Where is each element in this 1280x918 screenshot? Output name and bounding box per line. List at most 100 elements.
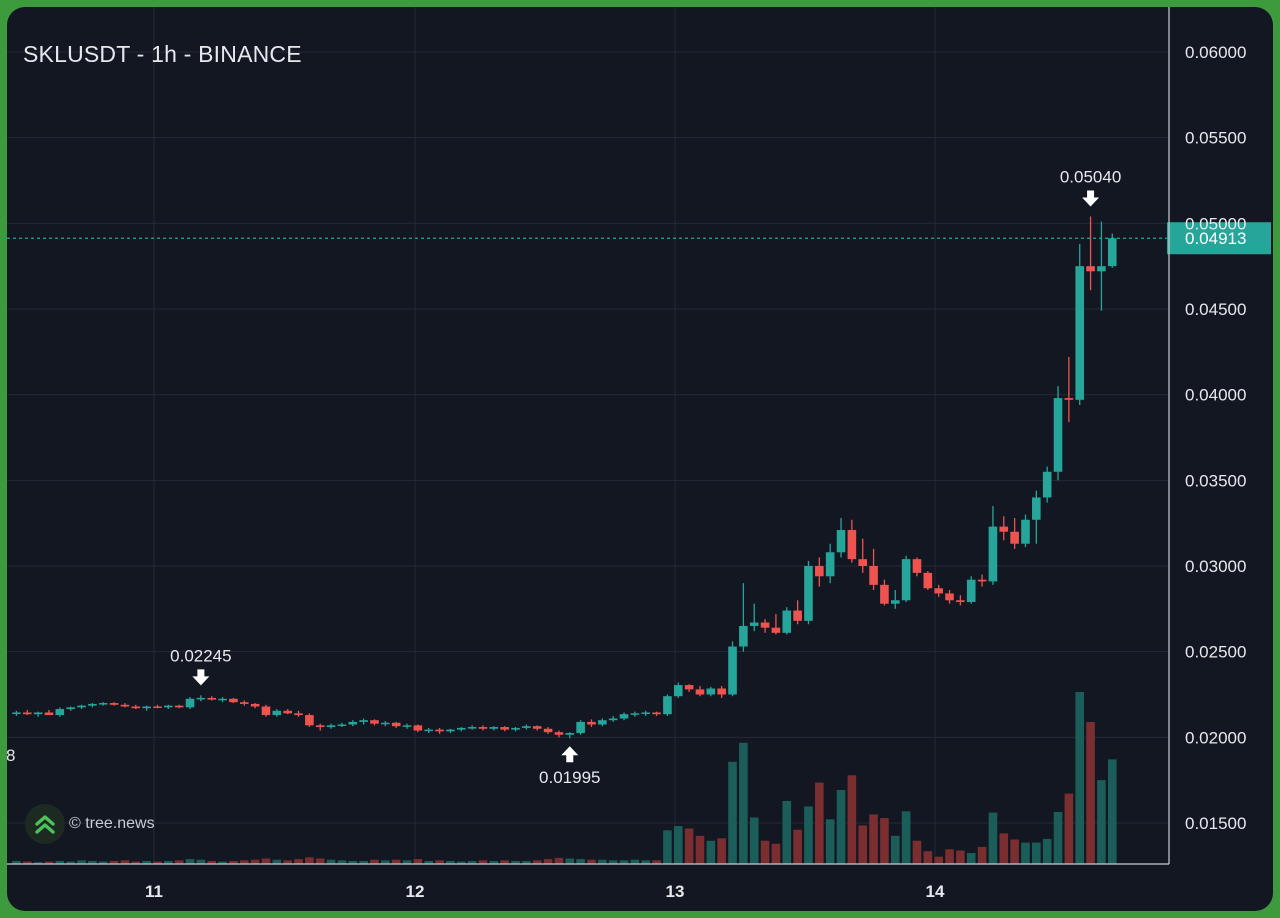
candle-body [999,526,1009,532]
volume-bar [836,789,846,864]
candle-body [500,727,509,730]
volume-bar [435,860,444,864]
volume-bar [923,851,933,864]
volume-bar [44,861,54,864]
volume-bar [630,859,640,864]
volume-bar [619,860,629,864]
candle-body [77,705,86,708]
y-tick-label: 0.02000 [1185,728,1246,747]
last-price-tag [1167,222,1271,255]
candle-body [869,566,878,585]
volume-bar [326,859,336,864]
candle-body [229,698,238,703]
candle-body [706,688,716,695]
candle-body [1097,266,1106,272]
price-annotations: 0.05040 0.02245 0.01995 [170,167,1121,787]
volume-bar [88,860,97,864]
candle-body [847,530,857,560]
volume-bar [55,860,65,864]
candle-body [956,600,965,602]
volume-bar [598,859,607,864]
chart-title: SKLUSDT - 1h - BINANCE [23,41,302,67]
candle-body [923,572,933,589]
volume-bar [164,860,173,864]
volume-bar [109,860,119,864]
candle-body [88,703,97,706]
candle-body [695,689,705,695]
y-tick-label-cut: 8 [7,746,15,765]
y-tick-label: 0.03500 [1185,471,1246,490]
volume-bar [1075,692,1085,864]
x-tick-label: 14 [926,882,945,901]
candle-body [728,646,737,695]
candle-body [359,720,368,722]
volume-bar [815,782,824,864]
x-tick-label: 13 [666,882,685,901]
price-candles[interactable] [12,216,1117,739]
candle-body [836,530,846,553]
candle-body [348,721,358,725]
candle-body [966,579,976,602]
candle-body [239,702,249,704]
volume-bar [467,860,477,864]
volume-bar [1097,780,1106,864]
candle-body [142,706,151,709]
volume-bars [12,692,1117,864]
y-tick-label: 0.05500 [1185,129,1246,148]
volume-bar [478,860,488,864]
volume-bar [381,860,390,864]
volume-bar [858,825,868,864]
candle-body [413,725,423,731]
y-tick-label: 0.01500 [1185,814,1246,833]
volume-bar [294,859,303,864]
volume-bar [207,860,217,864]
candle-body [576,721,585,734]
candle-body [283,710,292,714]
candle-body [771,627,781,633]
volume-bar [120,860,130,864]
volume-bar [880,818,889,864]
volume-bar [663,830,672,864]
volume-bar [1021,842,1030,864]
volume-bar [847,775,857,864]
volume-bar [283,860,292,864]
y-tick-label: 0.02500 [1185,643,1246,662]
volume-bar [771,843,781,864]
low-annotation-label: 0.01995 [539,768,600,787]
candle-body [934,588,943,594]
volume-bar [869,814,878,864]
candle-body [880,584,889,604]
volume-bar [673,826,683,864]
volume-bar [608,860,618,864]
volume-bar [1086,721,1095,864]
volume-bar [706,840,716,864]
volume-bar [239,860,249,864]
x-tick-label: 11 [145,882,163,901]
y-tick-label: 0.05000 [1185,214,1246,233]
volume-bar [305,857,314,864]
volume-bar [522,860,531,864]
volume-bar [153,861,162,864]
candle-body [565,733,575,735]
candle-body [1010,531,1019,544]
volume-bar [749,817,759,864]
volume-bar [413,859,423,864]
candle-body [337,724,347,726]
arrow-down-icon [1082,190,1100,207]
candle-body [1107,238,1117,267]
candle-body [55,709,65,716]
candle-body [305,715,314,726]
candle-body [435,729,444,732]
y-tick-label: 0.06000 [1185,43,1246,62]
volume-bar [684,828,694,864]
volume-bar [576,859,585,864]
volume-bar [825,819,835,864]
candle-body [402,725,412,727]
candle-body [608,718,618,721]
high-annotation-label: 0.05040 [1060,167,1121,186]
volume-bar [912,840,922,864]
volume-bar [999,833,1009,864]
volume-bar [174,860,184,864]
candle-body [630,713,640,715]
